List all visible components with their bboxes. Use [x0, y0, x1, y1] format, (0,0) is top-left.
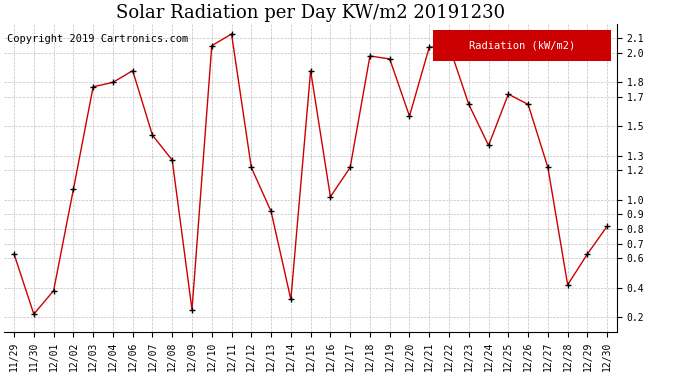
Text: Copyright 2019 Cartronics.com: Copyright 2019 Cartronics.com: [7, 34, 188, 44]
Title: Solar Radiation per Day KW/m2 20191230: Solar Radiation per Day KW/m2 20191230: [116, 4, 505, 22]
